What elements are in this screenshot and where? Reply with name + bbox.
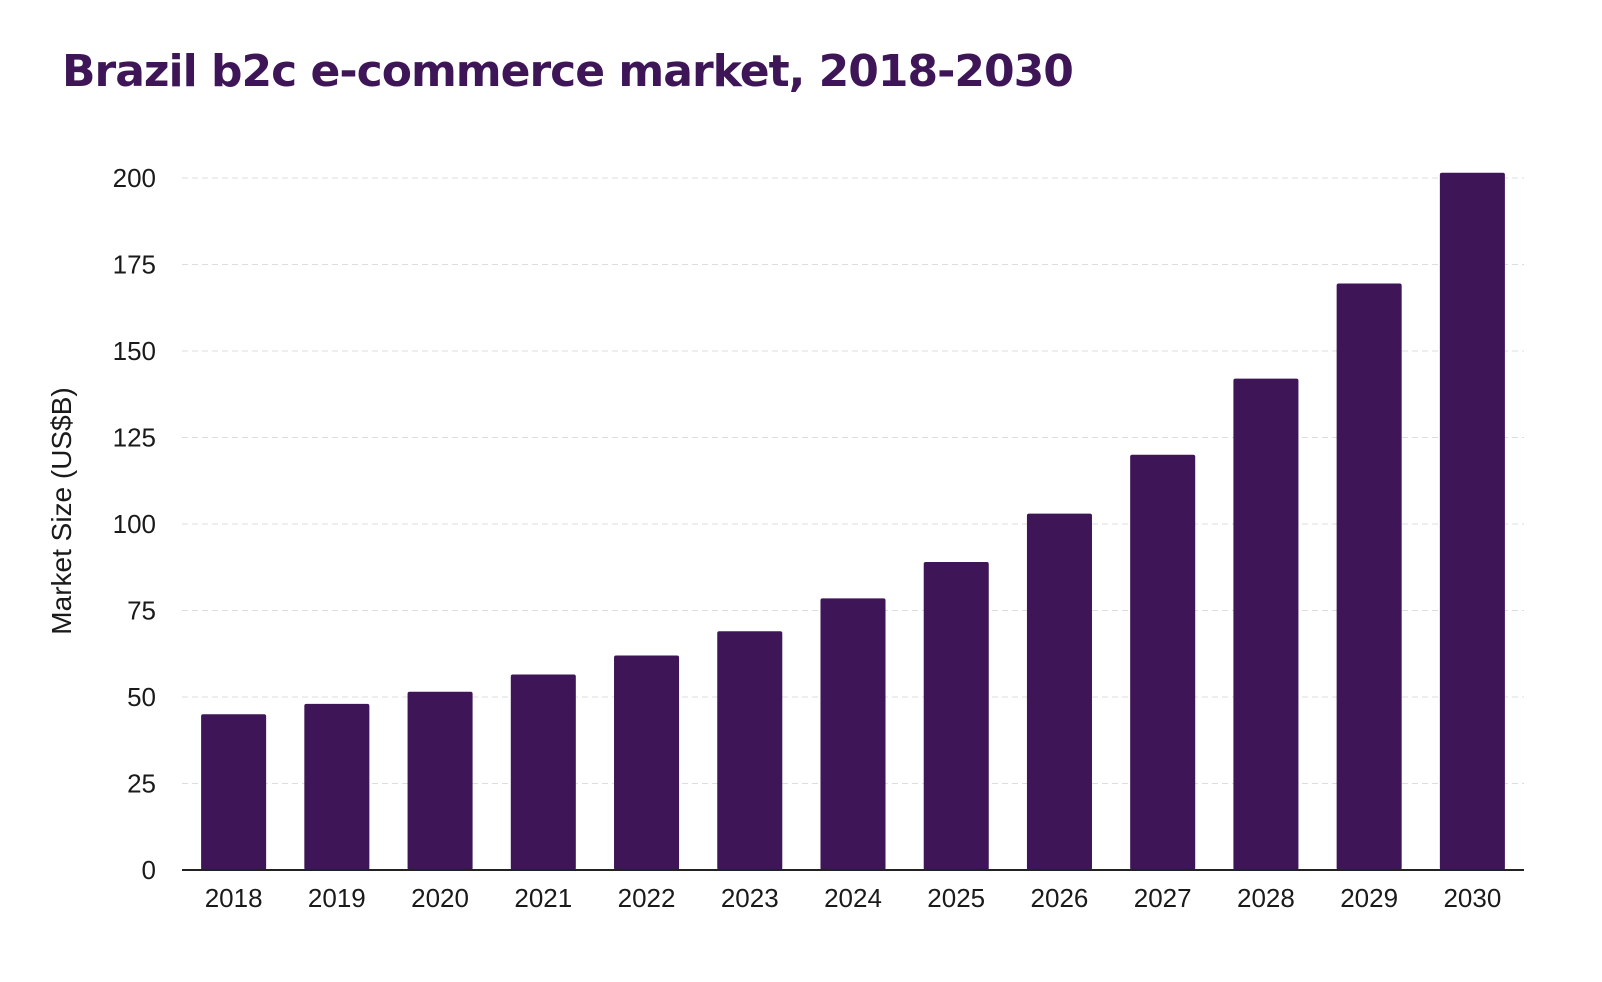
bar-2018 [201, 714, 267, 870]
y-tick-label: 200 [113, 163, 156, 193]
x-tick-label: 2021 [514, 883, 572, 913]
bar-2027 [1130, 454, 1196, 870]
x-tick-label: 2028 [1237, 883, 1295, 913]
x-axis-ticks: 2018 2019 2020 2021 2022 2023 2024 2025 2026 2027… [205, 883, 1502, 913]
y-tick-label: 150 [113, 336, 156, 366]
y-tick-label: 0 [142, 855, 156, 885]
y-tick-label: 25 [127, 769, 156, 799]
bar-2028 [1233, 378, 1299, 870]
bar-2019 [304, 703, 370, 870]
bar-2022 [614, 655, 680, 870]
x-tick-label: 2024 [824, 883, 882, 913]
bar-2026 [1026, 513, 1092, 870]
bar-2025 [923, 562, 989, 870]
y-tick-label: 175 [113, 250, 156, 280]
y-tick-label: 100 [113, 509, 156, 539]
bar-2020 [407, 691, 473, 870]
x-tick-label: 2029 [1340, 883, 1398, 913]
x-tick-label: 2026 [1031, 883, 1089, 913]
chart-title: Brazil b2c e-commerce market, 2018-2030 [62, 46, 1074, 97]
x-tick-label: 2027 [1134, 883, 1192, 913]
y-tick-label: 125 [113, 423, 156, 453]
bar-2029 [1336, 283, 1402, 870]
bar-2030 [1439, 172, 1505, 870]
x-tick-label: 2023 [721, 883, 779, 913]
bar-2021 [510, 674, 576, 870]
x-tick-label: 2022 [618, 883, 676, 913]
bar-2023 [717, 631, 783, 870]
bars [201, 172, 1505, 870]
y-tick-label: 75 [127, 596, 156, 626]
x-tick-label: 2020 [411, 883, 469, 913]
x-tick-label: 2025 [927, 883, 985, 913]
y-tick-label: 50 [127, 682, 156, 712]
bar-2024 [820, 598, 886, 870]
x-tick-label: 2018 [205, 883, 263, 913]
y-axis-ticks: 0 25 50 75 100 125 150 175 200 [113, 163, 156, 885]
x-tick-label: 2019 [308, 883, 366, 913]
x-tick-label: 2030 [1443, 883, 1501, 913]
